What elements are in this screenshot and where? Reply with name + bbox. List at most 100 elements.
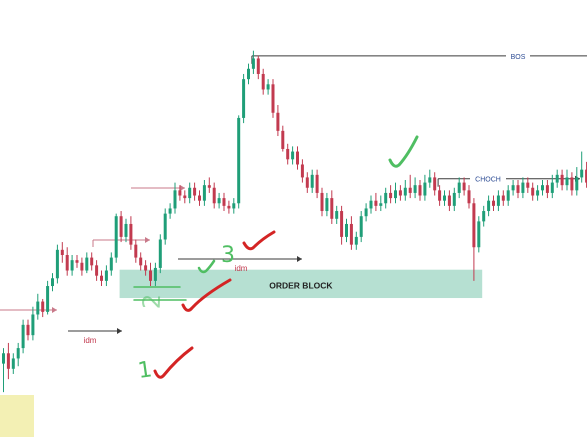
candle (305, 172, 309, 193)
candle-body (237, 117, 241, 204)
candle-body (271, 84, 275, 113)
candle (261, 68, 265, 95)
candle (26, 319, 30, 341)
candle-body (492, 200, 495, 206)
candle (41, 298, 45, 318)
candle (501, 190, 505, 206)
candle-body (65, 255, 69, 271)
candle-body (501, 195, 505, 201)
candle-body (242, 79, 246, 118)
candle-body (139, 257, 143, 266)
candle (531, 182, 535, 201)
candle-body (418, 185, 422, 196)
candle-body (2, 353, 5, 364)
candle-body (95, 265, 99, 276)
candle-body (379, 203, 383, 206)
candle-body (281, 130, 285, 149)
candle (447, 190, 451, 212)
candle (11, 353, 15, 374)
candle-body (506, 190, 510, 201)
candle-body (291, 151, 295, 160)
candle (75, 255, 79, 268)
candle (492, 195, 495, 212)
candle-body (153, 267, 157, 281)
candle (374, 192, 378, 212)
candle-body (90, 257, 94, 266)
candle-body (477, 221, 481, 248)
candle (193, 182, 197, 201)
candle-body (217, 198, 221, 204)
candle-body (447, 195, 451, 206)
candle (330, 190, 334, 224)
candle (482, 205, 486, 227)
candle-body (134, 244, 138, 258)
candle (511, 180, 515, 196)
candle (369, 195, 373, 214)
candle (207, 177, 211, 193)
candle-body (369, 200, 373, 209)
candle-body (163, 213, 167, 240)
swing-high-arrowhead (145, 237, 150, 243)
candle-body (212, 187, 216, 204)
candle (550, 174, 554, 199)
candle-body (462, 182, 466, 191)
candle (438, 185, 442, 206)
candle-body (60, 249, 64, 255)
candle-body (545, 185, 549, 193)
bos-label: BOS (511, 54, 526, 61)
candle (55, 244, 59, 284)
candle (541, 180, 544, 196)
candle (168, 203, 172, 219)
candle-body (149, 270, 152, 281)
candle (129, 216, 133, 250)
candle (104, 265, 108, 287)
candle-body (173, 190, 177, 209)
candle (51, 273, 54, 292)
candle (345, 218, 348, 243)
candle-body (193, 187, 197, 196)
candle-body (487, 200, 491, 212)
candle (418, 180, 422, 201)
candle (109, 252, 113, 276)
candle (560, 169, 564, 191)
candle-body (585, 169, 587, 183)
candle (335, 205, 339, 224)
candle (521, 177, 525, 199)
candle (242, 73, 246, 124)
candle (139, 252, 143, 271)
candle (202, 180, 206, 206)
candle (296, 146, 299, 170)
candle-body (11, 358, 15, 369)
candle-body (36, 301, 40, 315)
candle-body (315, 174, 319, 193)
candle-body (413, 185, 417, 193)
order-block-zone (119, 269, 483, 299)
candle-body (119, 216, 123, 237)
candle-body (516, 185, 520, 193)
candle (144, 260, 148, 276)
candle-body (100, 275, 103, 281)
candle (256, 55, 260, 80)
idm2-arrowhead (297, 256, 302, 262)
candle (340, 205, 344, 245)
candle (349, 216, 353, 250)
candle-body (41, 301, 45, 312)
candle (70, 255, 74, 276)
candle-body (305, 177, 309, 188)
check-mark-green-choch (388, 135, 419, 168)
candle (134, 239, 138, 263)
candle (545, 180, 549, 199)
candle-body (354, 236, 358, 245)
candle (46, 280, 50, 315)
candle-body (457, 182, 461, 193)
candle (428, 169, 432, 188)
candle-body (46, 286, 50, 312)
candle (300, 159, 304, 183)
candle-body (232, 203, 236, 209)
candle (212, 182, 216, 209)
check-mark-3 (242, 230, 276, 251)
candle (565, 169, 569, 191)
candle (457, 177, 461, 199)
candle (2, 348, 5, 393)
